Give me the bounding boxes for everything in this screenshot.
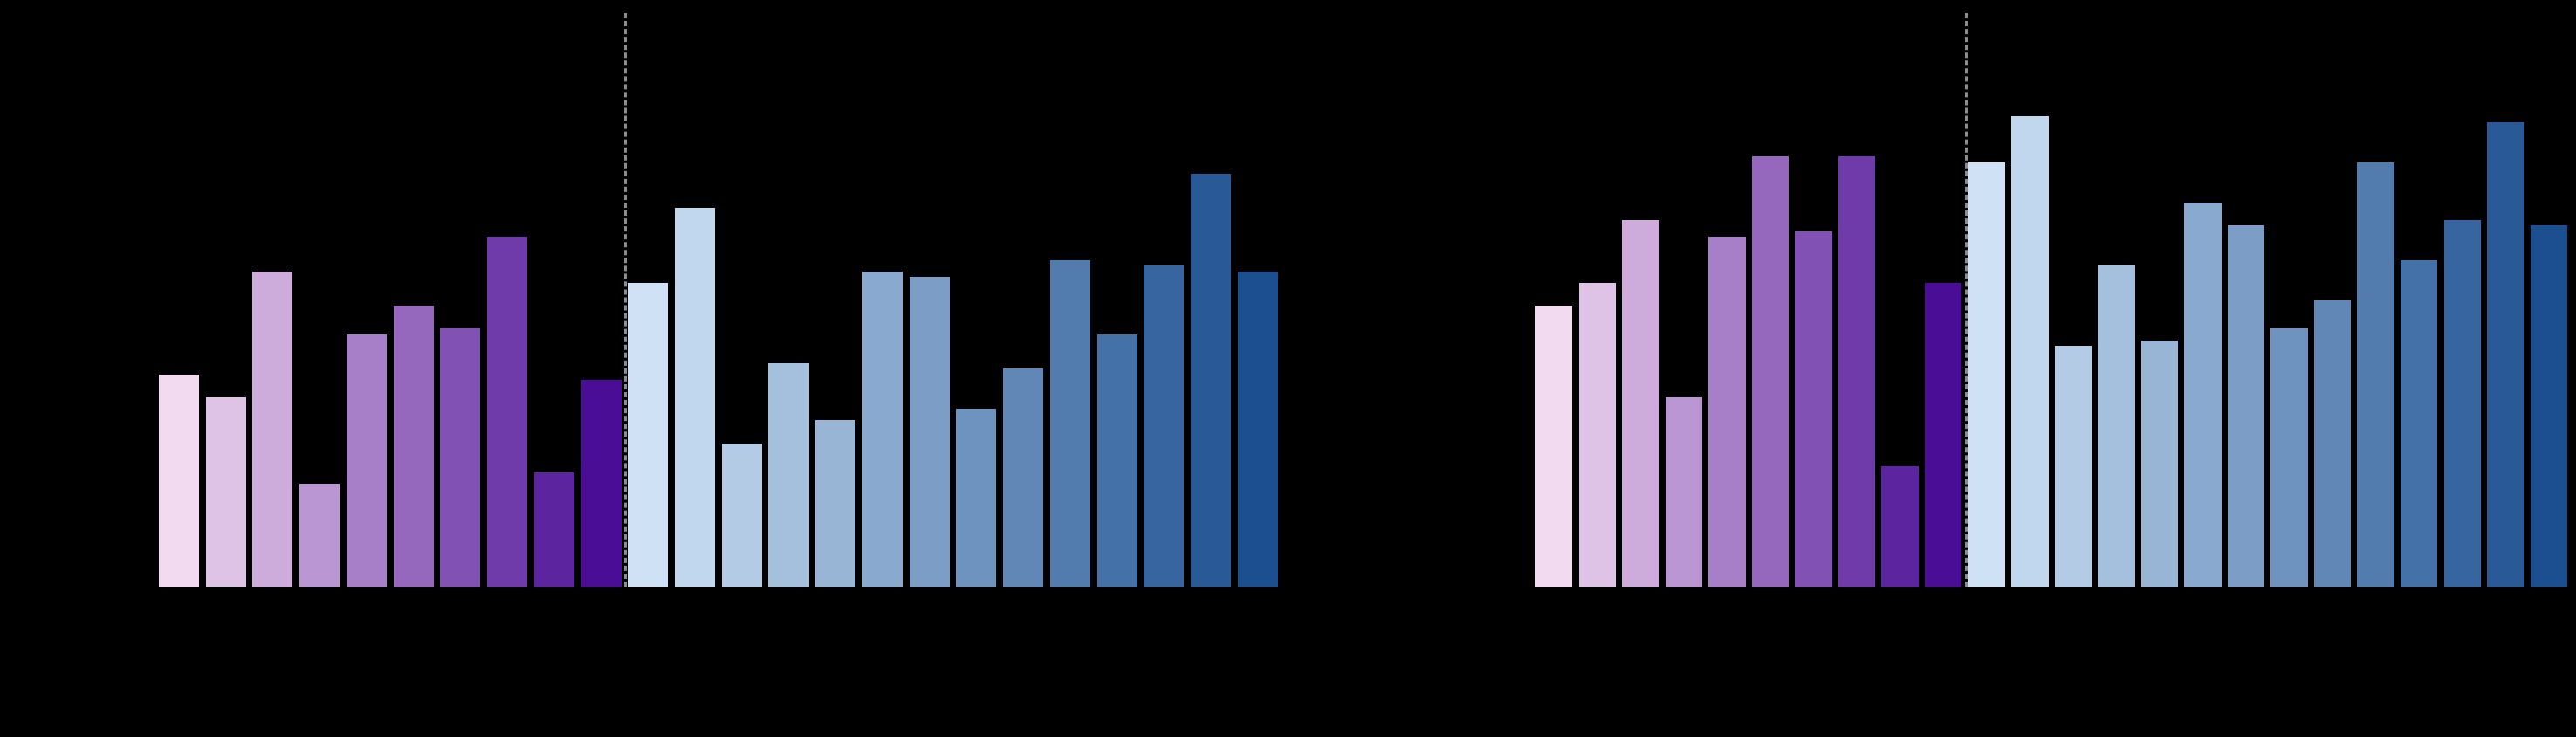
bar-blue-group-8 bbox=[2270, 328, 2308, 587]
bar-purple-group-8 bbox=[1838, 156, 1876, 587]
bar-purple-group-2 bbox=[205, 397, 246, 587]
bar-blue-group-4 bbox=[768, 362, 809, 587]
bar-blue-group-7 bbox=[909, 277, 950, 587]
bar-purple-group-7 bbox=[1795, 231, 1832, 587]
group-separator-line bbox=[1964, 13, 1968, 587]
group-separator-line bbox=[624, 13, 628, 587]
bar-blue-group-11 bbox=[1096, 334, 1137, 587]
bar-blue-group-14 bbox=[1237, 271, 1278, 587]
bar-blue-group-13 bbox=[1191, 173, 1232, 587]
bar-purple-group-6 bbox=[393, 306, 434, 587]
bar-blue-group-2 bbox=[2011, 116, 2049, 587]
bar-blue-group-8 bbox=[956, 409, 997, 587]
bar-purple-group-9 bbox=[533, 472, 574, 587]
bar-blue-group-6 bbox=[2184, 202, 2222, 587]
bar-purple-group-4 bbox=[1665, 397, 1703, 587]
left-chart bbox=[103, 13, 1281, 587]
bar-blue-group-5 bbox=[2140, 340, 2179, 587]
bar-purple-group-3 bbox=[252, 271, 293, 587]
bar-blue-group-9 bbox=[2313, 300, 2352, 587]
bar-blue-group-13 bbox=[2487, 121, 2524, 587]
bar-blue-group-9 bbox=[1003, 368, 1044, 587]
bar-blue-group-10 bbox=[1049, 259, 1090, 587]
bar-purple-group-1 bbox=[1535, 306, 1573, 587]
bar-blue-group-11 bbox=[2401, 259, 2438, 587]
bar-blue-group-10 bbox=[2357, 162, 2394, 587]
bar-blue-group-12 bbox=[2443, 219, 2482, 587]
bar-purple-group-6 bbox=[1751, 156, 1789, 587]
bar-blue-group-2 bbox=[675, 208, 716, 587]
bar-blue-group-14 bbox=[2530, 225, 2568, 587]
bar-purple-group-10 bbox=[1924, 282, 1962, 587]
right-chart bbox=[1484, 13, 2571, 587]
bar-purple-group-10 bbox=[580, 380, 622, 587]
bar-blue-group-12 bbox=[1144, 265, 1185, 587]
bar-blue-group-5 bbox=[815, 420, 856, 587]
bar-purple-group-4 bbox=[299, 483, 340, 587]
bar-purple-group-7 bbox=[440, 328, 481, 587]
bar-purple-group-8 bbox=[487, 237, 528, 587]
bar-purple-group-5 bbox=[346, 334, 387, 587]
bar-purple-group-3 bbox=[1622, 219, 1659, 587]
bar-purple-group-1 bbox=[158, 374, 200, 587]
bar-blue-group-1 bbox=[1968, 162, 2005, 587]
bar-purple-group-2 bbox=[1578, 282, 1617, 587]
bar-blue-group-1 bbox=[628, 282, 669, 587]
bar-blue-group-4 bbox=[2098, 265, 2135, 587]
bar-blue-group-3 bbox=[2054, 346, 2092, 587]
bar-blue-group-3 bbox=[721, 443, 762, 587]
bar-blue-group-7 bbox=[2227, 225, 2265, 587]
bar-purple-group-9 bbox=[1881, 466, 1919, 587]
bar-blue-group-6 bbox=[862, 271, 903, 587]
bar-purple-group-5 bbox=[1708, 237, 1746, 587]
